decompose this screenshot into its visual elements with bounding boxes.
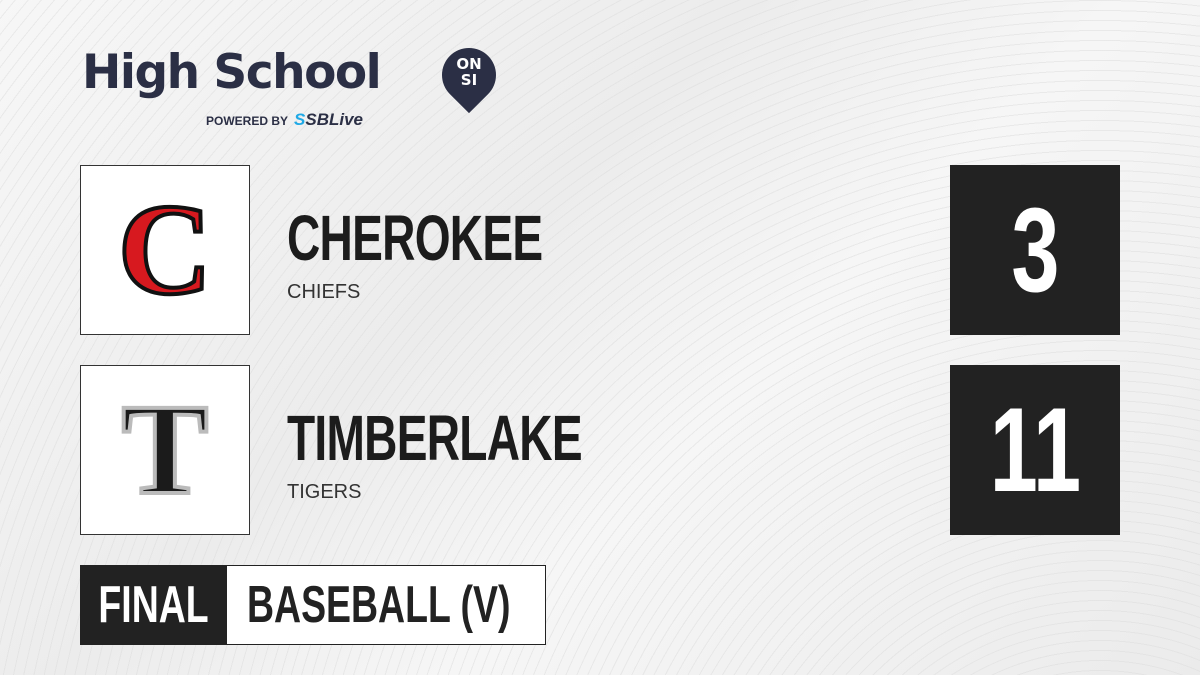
sblive-logo: SSBLive [294,110,363,129]
team-mascot: TIGERS [287,481,362,503]
game-status-bar: FINAL BASEBALL (V) [80,565,546,645]
logo-title: High School [82,45,382,100]
team-name: CHEROKEE [287,202,543,274]
powered-by: POWERED BY SSBLive [206,110,363,129]
team-logo-cherokee: C [80,165,250,335]
high-school-on-si-logo: High School ON SI POWERED BY SSBLive [82,36,508,129]
team-name: TIMBERLAKE [287,402,583,474]
sport-label: BASEBALL (V) [247,576,511,634]
team-score: 11 [950,365,1120,535]
team-mascot: CHIEFS [287,281,361,303]
team-logo-timberlake: T [80,365,250,535]
team-score: 3 [950,165,1120,335]
pin-badge: ON SI [456,55,482,89]
status-badge: FINAL [81,566,227,644]
